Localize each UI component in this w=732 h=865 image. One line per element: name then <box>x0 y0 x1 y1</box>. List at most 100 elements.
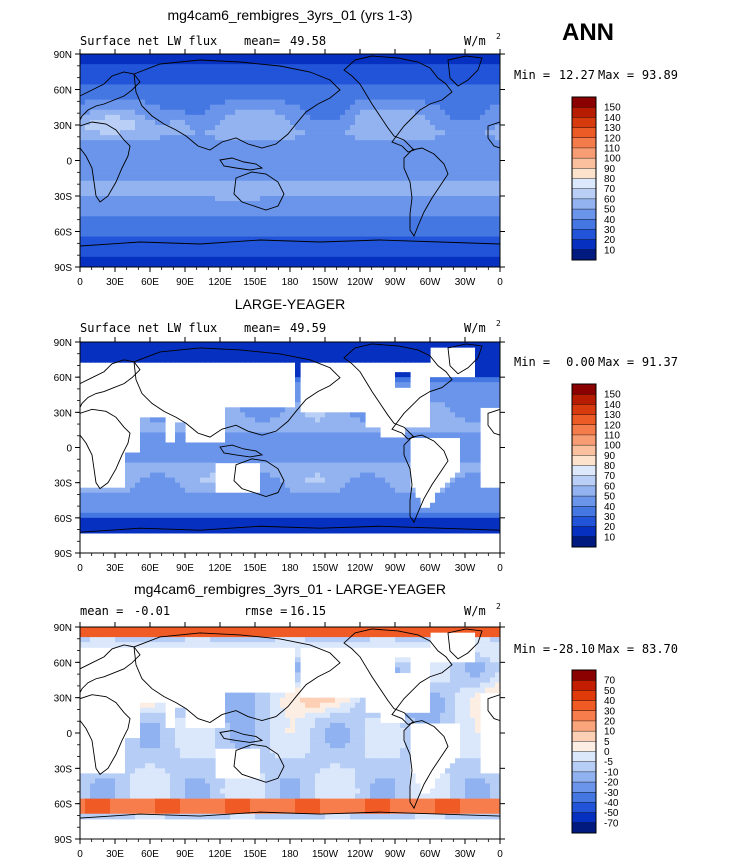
field-cell <box>390 155 396 162</box>
field-cell <box>455 392 461 398</box>
field-cell <box>290 130 296 136</box>
field-cell <box>175 482 181 489</box>
field-cell <box>255 407 261 413</box>
field-cell <box>285 99 291 106</box>
colorbar-box <box>571 96 597 108</box>
field-cell <box>180 241 186 248</box>
field-cell <box>485 387 491 393</box>
field-cell <box>300 352 306 358</box>
field-cell <box>455 165 461 172</box>
field-cell <box>355 241 361 248</box>
field-cell <box>330 130 336 136</box>
field-cell <box>445 84 451 91</box>
field-cell <box>400 462 406 469</box>
field-cell <box>135 241 141 248</box>
field-cell <box>355 342 361 348</box>
field-cell <box>375 467 381 474</box>
field-cell <box>280 155 286 162</box>
field-cell <box>305 119 311 126</box>
field-cell <box>190 236 196 243</box>
field-cell <box>350 99 356 106</box>
field-cell <box>80 140 86 146</box>
field-cell <box>450 246 456 253</box>
field-cell <box>300 150 306 157</box>
field-cell <box>410 79 416 86</box>
field-cell <box>475 372 481 378</box>
field-cell <box>230 261 236 267</box>
field-cell <box>415 165 421 172</box>
field-cell <box>145 114 151 121</box>
field-cell <box>225 231 231 238</box>
field-cell <box>380 457 386 464</box>
field-cell <box>390 246 396 253</box>
field-cell <box>380 452 386 459</box>
field-cell <box>405 437 411 444</box>
field-cell <box>190 196 196 202</box>
field-cell <box>365 155 371 162</box>
field-cell <box>115 201 121 207</box>
field-cell <box>490 382 496 388</box>
field-cell <box>425 185 431 192</box>
field-cell <box>155 114 161 121</box>
field-cell <box>335 109 341 116</box>
field-cell <box>105 135 111 141</box>
field-cell <box>145 211 151 217</box>
field-cell <box>400 54 406 60</box>
field-cell <box>130 104 136 111</box>
field-cell <box>445 246 451 253</box>
field-cell <box>235 140 241 146</box>
field-cell <box>105 89 111 96</box>
field-cell <box>330 256 336 263</box>
field-cell <box>175 487 181 494</box>
field-cell <box>370 256 376 263</box>
field-cell <box>470 226 476 233</box>
lon-tick-label: 0 <box>497 277 503 288</box>
field-cell <box>460 201 466 207</box>
field-cell <box>485 397 491 403</box>
field-cell <box>310 64 316 70</box>
field-cell <box>205 104 211 111</box>
field-cell <box>480 150 486 157</box>
field-cell <box>400 251 406 258</box>
field-cell <box>220 59 226 65</box>
field-cell <box>195 477 201 484</box>
field-cell <box>415 206 421 212</box>
field-cell <box>150 487 156 494</box>
field-cell <box>255 150 261 157</box>
field-cell <box>85 64 91 70</box>
field-cell <box>160 352 166 358</box>
field-cell <box>185 165 191 172</box>
field-cell <box>125 246 131 253</box>
field-cell <box>400 99 406 106</box>
field-cell <box>285 246 291 253</box>
field-cell <box>350 84 356 91</box>
field-cell <box>100 150 106 157</box>
field-cell <box>120 196 126 202</box>
field-cell <box>400 74 406 80</box>
stat-value: 49.58 <box>290 34 326 48</box>
field-cell <box>315 352 321 358</box>
field-cell <box>270 150 276 157</box>
field-cell <box>105 130 111 136</box>
field-cell <box>325 412 331 418</box>
field-cell <box>490 246 496 253</box>
field-cell <box>450 206 456 212</box>
field-cell <box>290 135 296 141</box>
field-cell <box>185 251 191 258</box>
field-cell <box>450 160 456 167</box>
field-cell <box>410 140 416 146</box>
field-cell <box>355 256 361 263</box>
field-cell <box>320 352 326 358</box>
field-cell <box>465 256 471 263</box>
field-cell <box>265 135 271 141</box>
field-cell <box>475 437 481 444</box>
field-cell <box>435 170 441 177</box>
field-cell <box>355 352 361 358</box>
field-cell <box>190 119 196 126</box>
field-cell <box>215 99 221 106</box>
field-cell <box>355 432 361 439</box>
field-cell <box>350 422 356 428</box>
field-cell <box>480 135 486 141</box>
field-cell <box>160 261 166 267</box>
field-cell <box>460 452 466 459</box>
